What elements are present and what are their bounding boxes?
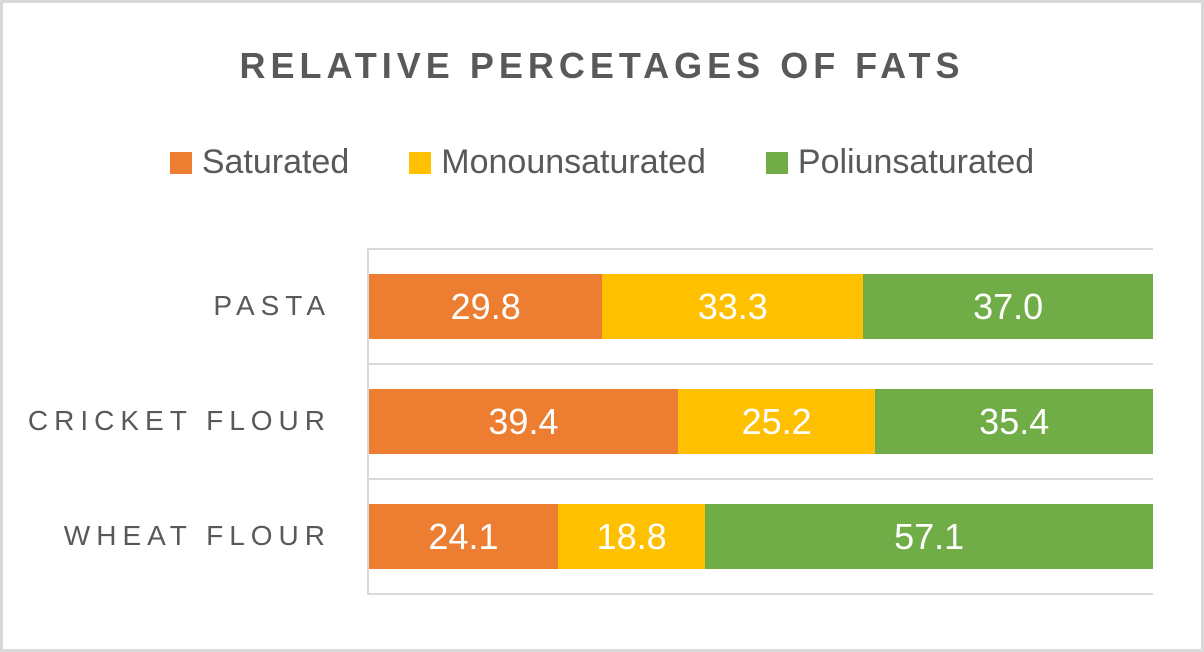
data-label: 25.2 (741, 400, 812, 442)
bar-segment-wheat-flour-saturated[interactable]: 24.1 (369, 504, 558, 569)
legend-swatch-saturated-icon (169, 151, 192, 174)
legend-swatch-poliunsaturated-icon (765, 151, 788, 174)
bar-cricket-flour: 39.4 25.2 35.4 (367, 363, 1153, 478)
data-label: 35.4 (979, 400, 1050, 442)
chart-row-pasta: PASTA 29.8 33.3 37.0 (3, 248, 1154, 363)
data-label: 39.4 (488, 400, 559, 442)
legend-item-saturated[interactable]: Saturated (169, 143, 350, 182)
legend: Saturated Monounsaturated Poliunsaturate… (3, 143, 1201, 182)
bar-segment-pasta-monounsaturated[interactable]: 33.3 (602, 274, 864, 339)
data-label: 37.0 (973, 285, 1044, 327)
bar-segment-cricket-flour-poliunsaturated[interactable]: 35.4 (875, 389, 1153, 454)
bar-segment-pasta-saturated[interactable]: 29.8 (369, 274, 603, 339)
legend-item-monounsaturated[interactable]: Monounsaturated (409, 143, 706, 182)
category-label-pasta: PASTA (213, 289, 331, 321)
data-label: 24.1 (428, 515, 499, 557)
legend-label-poliunsaturated: Poliunsaturated (797, 143, 1035, 181)
data-label: 57.1 (894, 515, 965, 557)
legend-label-saturated: Saturated (201, 143, 350, 181)
legend-item-poliunsaturated[interactable]: Poliunsaturated (765, 143, 1035, 182)
chart-container[interactable]: RELATIVE PERCETAGES OF FATS Saturated Mo… (3, 45, 1201, 595)
gridline (367, 593, 1153, 595)
plot-bottom-gridline (3, 593, 1153, 595)
chart-title: RELATIVE PERCETAGES OF FATS (239, 45, 965, 86)
category-label-cricket-flour: CRICKET FLOUR (27, 404, 331, 436)
legend-label-monounsaturated: Monounsaturated (441, 143, 706, 181)
plot-area: PASTA 29.8 33.3 37.0 CRICKET FLOUR 39.4 (3, 248, 1154, 595)
bar-segment-pasta-poliunsaturated[interactable]: 37.0 (863, 274, 1154, 339)
data-label: 33.3 (697, 285, 768, 327)
bar-segment-wheat-flour-poliunsaturated[interactable]: 57.1 (705, 504, 1153, 569)
bar-segment-wheat-flour-monounsaturated[interactable]: 18.8 (557, 504, 706, 569)
legend-swatch-monounsaturated-icon (409, 151, 432, 174)
chart-row-cricket-flour: CRICKET FLOUR 39.4 25.2 35.4 (3, 363, 1153, 478)
bar-segment-cricket-flour-monounsaturated[interactable]: 25.2 (677, 389, 876, 454)
category-label-wheat-flour: WHEAT FLOUR (63, 519, 331, 551)
data-label: 18.8 (596, 515, 667, 557)
data-label: 29.8 (450, 285, 521, 327)
bar-wheat-flour: 24.1 18.8 57.1 (367, 478, 1153, 593)
chart-row-wheat-flour: WHEAT FLOUR 24.1 18.8 57.1 (3, 478, 1153, 593)
bar-segment-cricket-flour-saturated[interactable]: 39.4 (369, 389, 678, 454)
bar-pasta: 29.8 33.3 37.0 (367, 248, 1154, 363)
plot-bottom-spacer (3, 593, 367, 595)
